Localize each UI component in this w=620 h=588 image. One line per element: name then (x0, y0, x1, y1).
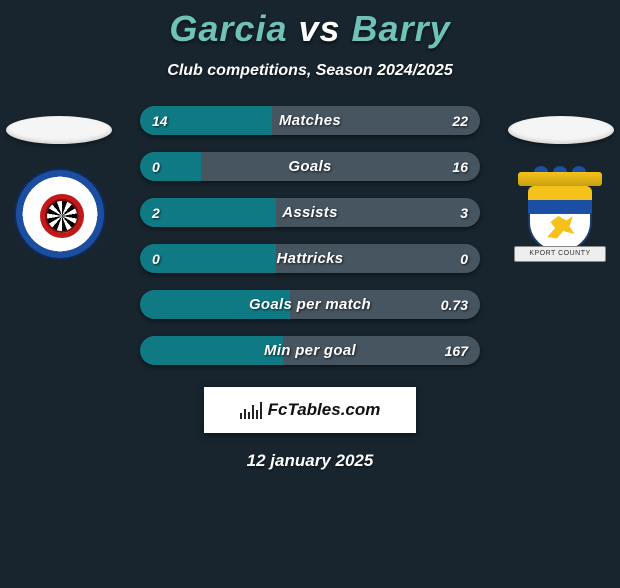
title-vs: vs (298, 8, 340, 49)
stat-value-left (140, 290, 164, 319)
source-attribution: FcTables.com (204, 387, 416, 433)
stat-value-left: 2 (140, 198, 172, 227)
brand-text: FcTables.com (268, 400, 381, 420)
comparison-title: Garcia vs Barry (0, 8, 620, 50)
crest-ball-icon (45, 199, 79, 233)
stat-label: Hattricks (140, 244, 480, 273)
stat-bar: Goals0 16 (140, 152, 480, 181)
stat-bar: Assists2 3 (140, 198, 480, 227)
stat-label: Min per goal (140, 336, 480, 365)
stat-value-right: 167 (433, 336, 480, 365)
player2-club-crest: KPORT COUNTY (514, 168, 606, 260)
crest-topbar (518, 172, 602, 186)
stat-value-right: 3 (448, 198, 480, 227)
stat-value-left: 14 (140, 106, 180, 135)
crest-shield: KPORT COUNTY (514, 168, 606, 260)
title-player1: Garcia (169, 8, 287, 49)
stat-value-right: 16 (440, 152, 480, 181)
stat-bar: Goals per match0.73 (140, 290, 480, 319)
crest-ring (14, 168, 106, 260)
stat-label: Assists (140, 198, 480, 227)
stat-value-right: 0.73 (429, 290, 480, 319)
title-player2: Barry (352, 8, 451, 49)
player1-silhouette-placeholder (6, 116, 112, 144)
stat-value-left (140, 336, 164, 365)
stat-bar: Hattricks0 0 (140, 244, 480, 273)
snapshot-date: 12 january 2025 (0, 451, 620, 471)
player2-silhouette-placeholder (508, 116, 614, 144)
fctables-logo-icon (240, 401, 262, 419)
stat-bar: Min per goal167 (140, 336, 480, 365)
subtitle: Club competitions, Season 2024/2025 (0, 62, 620, 80)
stat-bar: Matches14 22 (140, 106, 480, 135)
stat-value-right: 22 (440, 106, 480, 135)
stat-label: Goals (140, 152, 480, 181)
player1-club-crest (14, 168, 106, 260)
crest-ribbon: KPORT COUNTY (514, 246, 606, 262)
stat-label: Matches (140, 106, 480, 135)
content-area: KPORT COUNTY Matches1422Goals016Assists2… (0, 106, 620, 365)
stat-value-left: 0 (140, 244, 172, 273)
stats-bars: Matches1422Goals016Assists23Hattricks00G… (140, 106, 480, 365)
stat-value-left: 0 (140, 152, 172, 181)
stat-value-right: 0 (448, 244, 480, 273)
